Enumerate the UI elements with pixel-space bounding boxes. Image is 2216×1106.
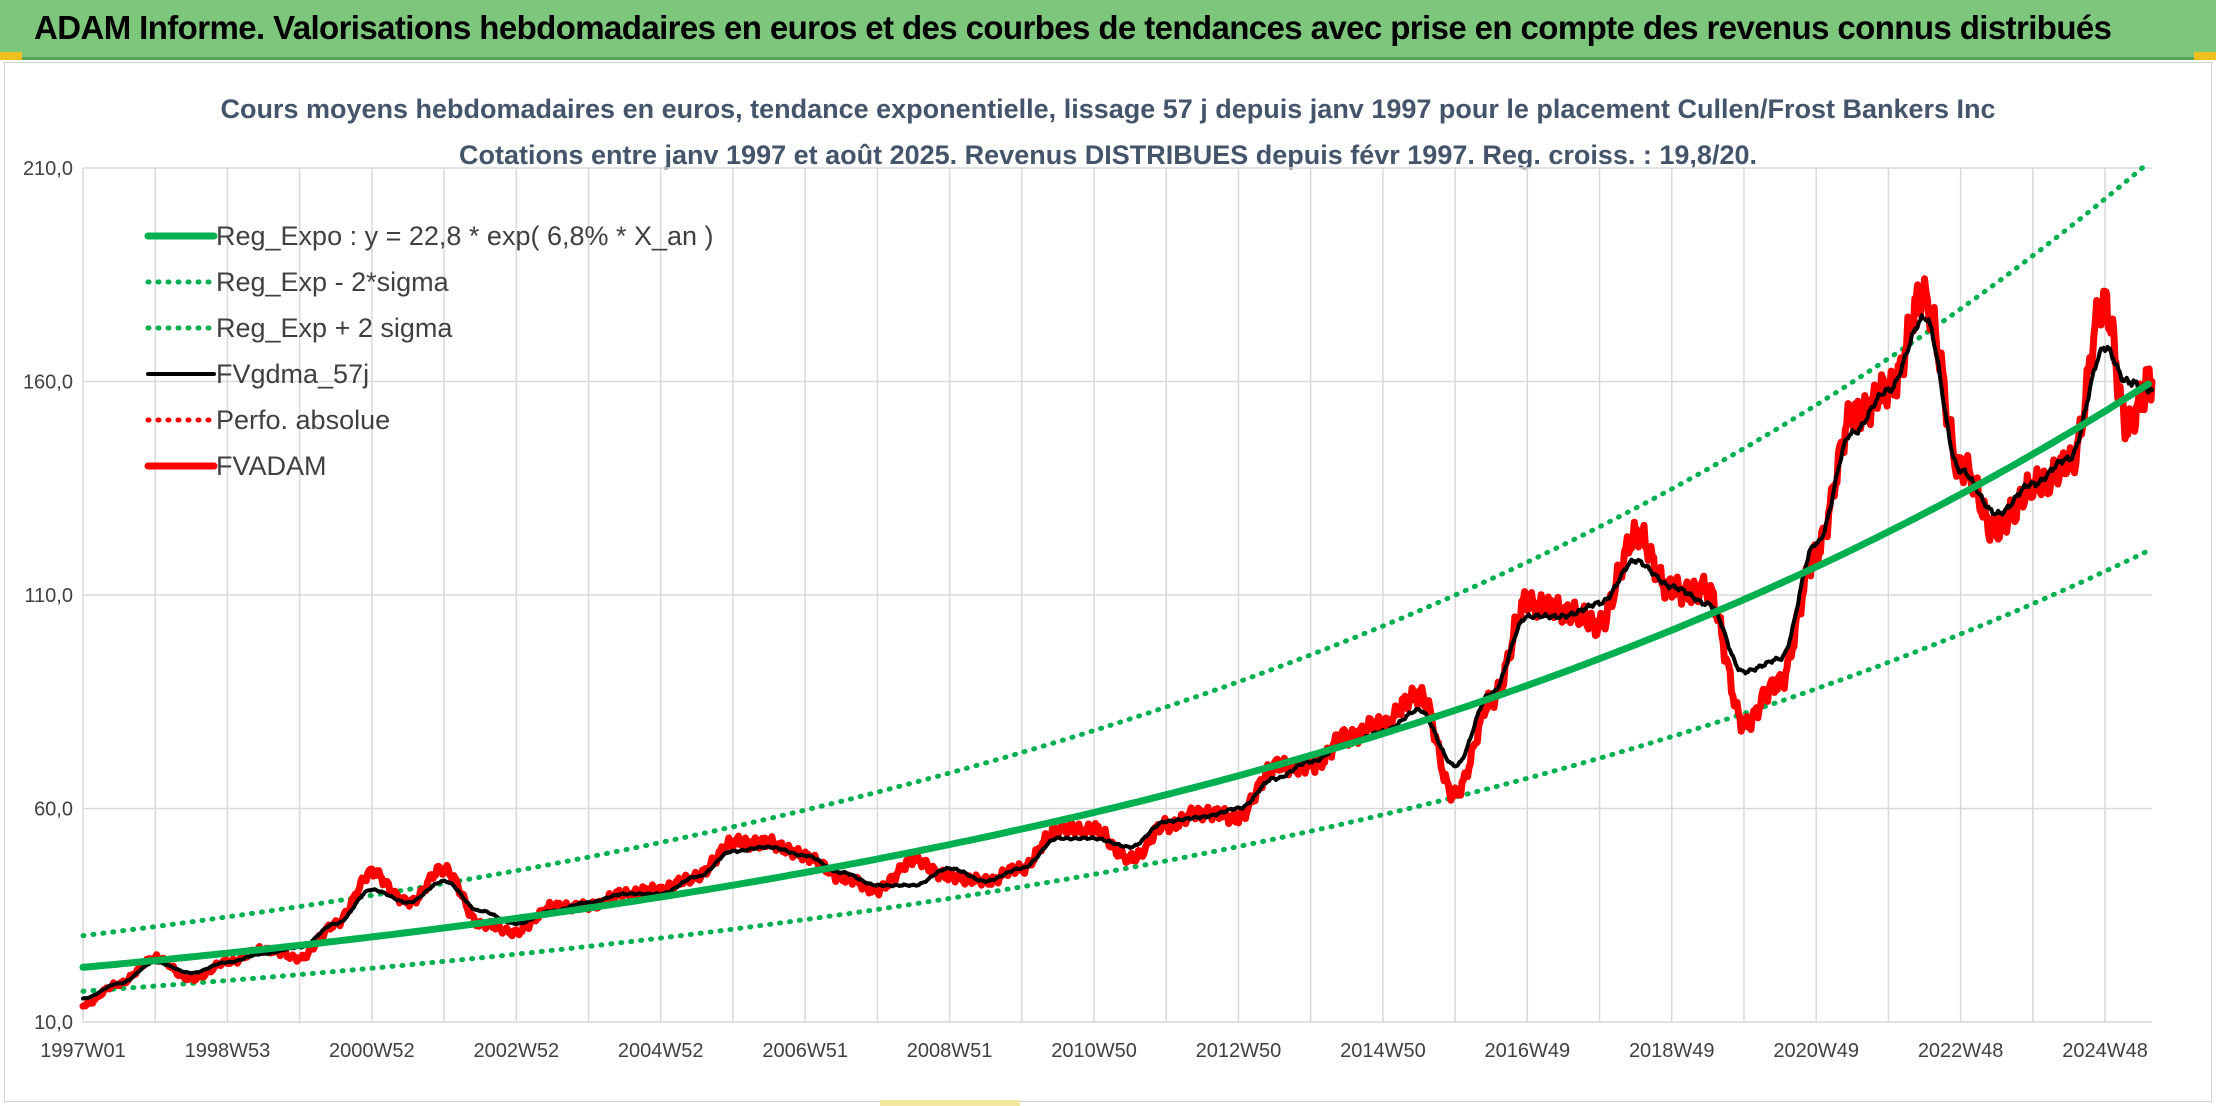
bottom-accent	[880, 1100, 1020, 1106]
series-line-0	[79, 380, 2152, 971]
chart-title: Cours moyens hebdomadaires en euros, ten…	[220, 94, 1995, 124]
x-tick-label: 2008W51	[907, 1040, 993, 1062]
header-banner: ADAM Informe. Valorisations hebdomadaire…	[0, 0, 2216, 60]
x-tick-label: 2010W50	[1051, 1040, 1137, 1062]
x-tick-label: 2000W52	[329, 1040, 415, 1062]
legend-label: FVgdma_57j	[216, 359, 369, 389]
banner-corner-accent-left	[0, 52, 22, 60]
legend-label: Perfo. absolue	[216, 405, 390, 435]
legend-label: FVADAM	[216, 451, 327, 481]
x-tick-label: 1997W01	[40, 1040, 126, 1062]
x-tick-label: 1998W53	[185, 1040, 271, 1062]
page-title: ADAM Informe. Valorisations hebdomadaire…	[34, 9, 2112, 46]
x-axis: 1997W01 1998W53 2000W52 2002W52 2004W52 2006W…	[40, 1040, 2148, 1062]
x-tick-label: 2004W52	[618, 1040, 704, 1062]
y-tick-label: 210,0	[23, 158, 73, 180]
x-tick-label: 2020W49	[1773, 1040, 1859, 1062]
chart-frame	[4, 62, 2212, 1102]
legend: Reg_Expo : y = 22,8 * exp( 6,8% * X_an )…	[144, 221, 714, 481]
y-tick-label: 160,0	[23, 372, 73, 394]
x-tick-label: 2018W49	[1629, 1040, 1715, 1062]
x-tick-label: 2014W50	[1340, 1040, 1426, 1062]
legend-label: Reg_Expo : y = 22,8 * exp( 6,8% * X_an )	[216, 221, 714, 251]
chart-subtitle: Cotations entre janv 1997 et août 2025. …	[459, 140, 1757, 170]
x-tick-label: 2024W48	[2062, 1040, 2148, 1062]
series-line-1	[80, 548, 2151, 994]
banner-corner-accent-right	[2194, 52, 2216, 60]
series-line-3	[81, 313, 2154, 1001]
x-tick-label: 2006W51	[762, 1040, 848, 1062]
y-tick-label: 60,0	[34, 799, 73, 821]
x-tick-label: 2022W48	[1918, 1040, 2004, 1062]
x-tick-label: 2016W49	[1485, 1040, 1571, 1062]
y-axis: 10,0 60,0 110,0 160,0 210,0	[23, 158, 73, 1034]
x-tick-label: 2002W52	[473, 1040, 559, 1062]
plot-area	[79, 160, 2156, 1010]
legend-label: Reg_Exp - 2*sigma	[216, 267, 450, 297]
y-tick-label: 10,0	[34, 1012, 73, 1034]
y-tick-label: 110,0	[24, 585, 73, 607]
x-tick-label: 2012W50	[1196, 1040, 1282, 1062]
legend-label: Reg_Exp + 2 sigma	[216, 313, 453, 343]
